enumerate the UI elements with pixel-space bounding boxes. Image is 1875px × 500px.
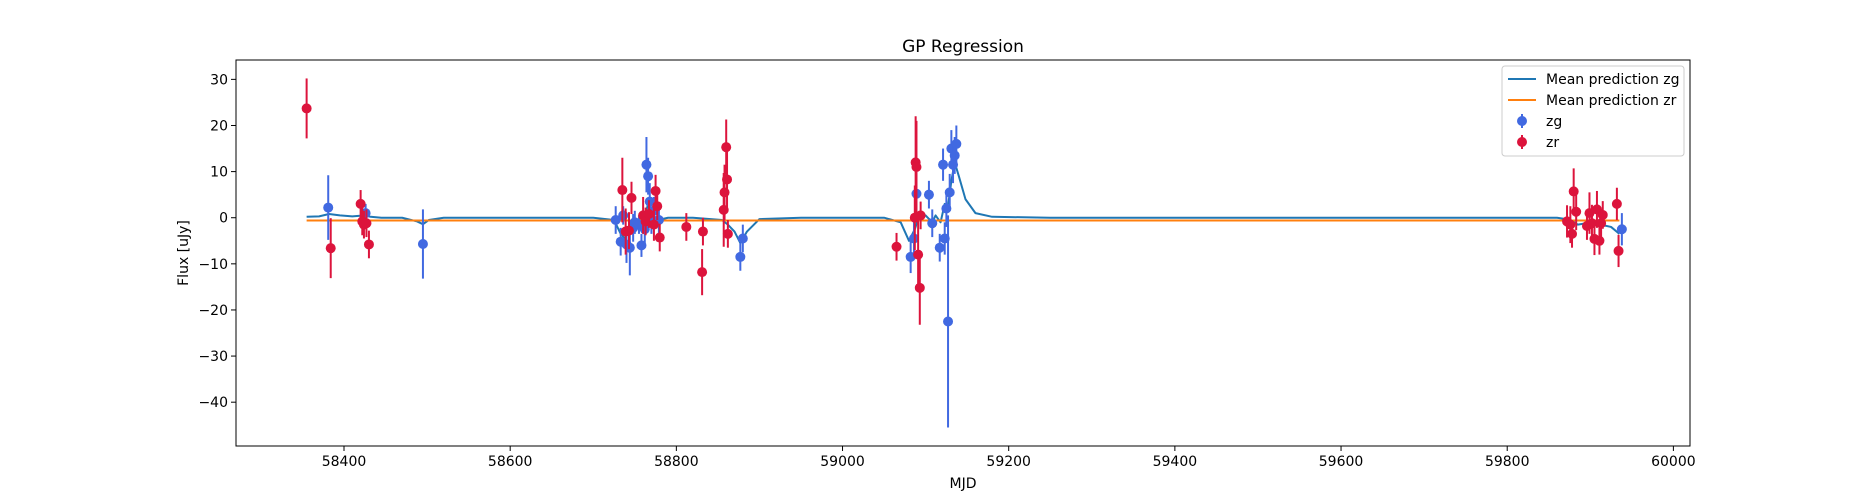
zg-points: [323, 125, 1627, 428]
data-point: [643, 171, 654, 182]
x-axis-label: MJD: [950, 476, 977, 492]
y-tick-label: 0: [219, 211, 228, 227]
data-point: [1586, 218, 1597, 229]
data-point: [301, 103, 312, 114]
legend-label: zg: [1546, 114, 1562, 130]
zr-points: [301, 78, 1624, 325]
data-point: [697, 267, 708, 278]
data-point: [735, 251, 746, 262]
data-point: [719, 187, 730, 198]
data-point: [1616, 224, 1627, 235]
x-tick-label: 59600: [1319, 454, 1364, 470]
data-point: [911, 161, 922, 172]
y-axis-ticks: 30 20 10 0 −10 −20 −30 −40: [198, 72, 236, 411]
y-tick-label: −20: [198, 303, 228, 319]
data-point: [914, 282, 925, 293]
data-point: [951, 138, 962, 149]
x-tick-label: 59400: [1153, 454, 1198, 470]
y-tick-label: −40: [198, 395, 228, 411]
x-tick-label: 60000: [1651, 454, 1696, 470]
x-tick-label: 58600: [488, 454, 533, 470]
data-point: [361, 218, 372, 229]
data-point: [1611, 198, 1622, 209]
data-point: [927, 218, 938, 229]
data-point: [681, 221, 692, 232]
data-point: [1565, 219, 1576, 230]
data-point: [641, 159, 652, 170]
x-axis-ticks: 58400 58600 58800 59000 59200 59400 59600 59800…: [322, 446, 1696, 470]
legend-marker-swatch: [1517, 116, 1527, 126]
data-point: [944, 187, 955, 198]
data-point: [610, 215, 621, 226]
x-tick-label: 59200: [986, 454, 1031, 470]
legend-item-mean-prediction-zg: Mean prediction zg: [1508, 72, 1680, 88]
data-point: [648, 219, 659, 230]
data-point: [1571, 206, 1582, 217]
data-point: [891, 241, 902, 252]
data-point: [323, 202, 334, 213]
legend-item-zg: zg: [1517, 114, 1562, 130]
data-point: [722, 174, 733, 185]
legend-item-zr: zr: [1517, 135, 1559, 151]
data-point: [623, 225, 634, 236]
y-tick-label: 10: [210, 165, 228, 181]
legend-box: [1501, 65, 1685, 157]
y-tick-label: 30: [210, 72, 228, 88]
legend-marker-swatch: [1517, 137, 1527, 147]
chart-title: GP Regression: [902, 37, 1024, 57]
mean-prediction-zg-line: [306, 161, 1621, 245]
data-point: [1594, 235, 1605, 246]
plot-series: [301, 78, 1627, 428]
data-point: [643, 209, 654, 220]
x-tick-label: 59000: [820, 454, 865, 470]
data-point: [417, 239, 428, 250]
legend-label: zr: [1546, 135, 1559, 151]
x-tick-label: 58400: [322, 454, 367, 470]
data-point: [355, 198, 366, 209]
data-point: [943, 316, 954, 327]
y-tick-label: −10: [198, 257, 228, 273]
legend-item-mean-prediction-zr: Mean prediction zr: [1508, 93, 1677, 109]
legend: Mean prediction zg Mean prediction zr zg zr: [1501, 65, 1685, 157]
data-point: [923, 189, 934, 200]
data-point: [697, 226, 708, 237]
data-point: [949, 150, 960, 161]
data-point: [1596, 218, 1607, 229]
legend-label: Mean prediction zg: [1546, 72, 1680, 88]
data-point: [1567, 228, 1578, 239]
x-tick-label: 58800: [654, 454, 699, 470]
data-point: [1568, 186, 1579, 197]
y-axis-label: Flux [uJy]: [176, 220, 192, 286]
data-point: [325, 243, 336, 254]
data-point: [1613, 245, 1624, 256]
data-point: [737, 233, 748, 244]
data-point: [1597, 209, 1608, 220]
data-point: [363, 239, 374, 250]
data-point: [650, 185, 661, 196]
y-tick-label: −30: [198, 349, 228, 365]
data-point: [654, 232, 665, 243]
data-point: [915, 210, 926, 221]
data-point: [934, 242, 945, 253]
x-tick-label: 59800: [1485, 454, 1530, 470]
data-point: [722, 228, 733, 239]
plot-frame: [235, 59, 1691, 447]
y-tick-label: 20: [210, 118, 228, 134]
data-point: [652, 201, 663, 212]
data-point: [626, 192, 637, 203]
data-point: [913, 249, 924, 260]
data-point: [938, 159, 949, 170]
data-point: [617, 185, 628, 196]
legend-label: Mean prediction zr: [1546, 93, 1677, 109]
